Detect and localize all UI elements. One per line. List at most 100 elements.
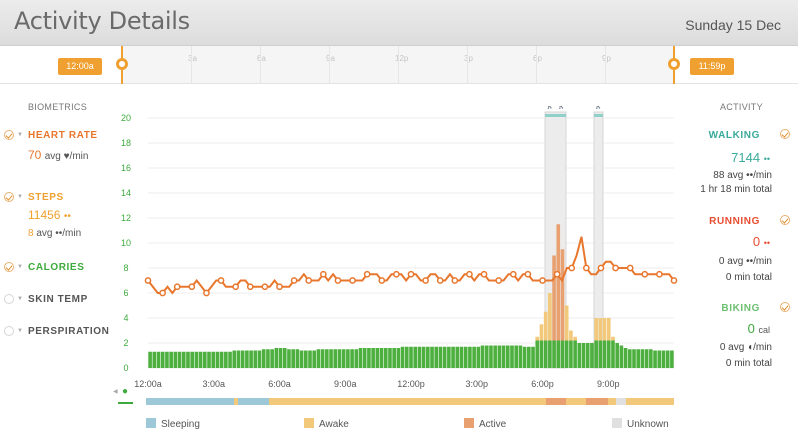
- perspiration-checkbox[interactable]: [4, 326, 14, 336]
- calorie-bar-active-portion: [564, 305, 569, 341]
- walking-avg: 88 avg ••/min: [713, 170, 772, 181]
- timeline-tick-label: 6a: [257, 54, 266, 63]
- calorie-bar: [245, 350, 249, 368]
- running-avg: 0 avg ••/min: [718, 256, 772, 267]
- calorie-bar: [438, 346, 443, 368]
- heart-rate-point: [582, 264, 590, 272]
- calorie-bar: [649, 349, 653, 368]
- start-handle[interactable]: [116, 58, 128, 70]
- x-tick-label: 3:00a: [202, 379, 225, 389]
- calorie-bar: [665, 350, 670, 368]
- calorie-bar: [337, 349, 342, 368]
- calorie-bar-active-portion: [548, 293, 552, 341]
- heart-rate-point: [436, 277, 444, 284]
- calorie-bar: [379, 348, 384, 368]
- calorie-bar: [320, 349, 325, 368]
- heart-rate-point: [553, 270, 561, 278]
- date-label: Sunday 15 Dec: [685, 17, 781, 33]
- calorie-bar: [299, 350, 304, 368]
- calorie-bar: [594, 340, 598, 368]
- calorie-bar: [169, 351, 173, 368]
- calorie-bar: [619, 345, 624, 368]
- calorie-bar: [417, 346, 422, 368]
- walking-period-marker: [545, 114, 566, 117]
- calorie-bar-active-portion: [556, 224, 561, 341]
- calorie-bar-active-portion: [552, 255, 556, 341]
- end-time-tag[interactable]: 11:59p: [690, 58, 734, 75]
- timeline-tick: [191, 46, 192, 84]
- heart-rate-point: [568, 264, 576, 272]
- steps-checkbox[interactable]: [4, 192, 14, 202]
- calorie-bar: [388, 348, 392, 368]
- biking-total: 0 min total: [725, 358, 772, 369]
- calorie-bar: [160, 351, 165, 368]
- calorie-bar: [362, 348, 367, 368]
- calorie-bar: [598, 340, 603, 368]
- running-label: RUNNING: [709, 216, 760, 227]
- running-steps: 0 ••: [752, 234, 770, 249]
- calorie-bar: [165, 351, 169, 368]
- heart-rate-point: [597, 264, 605, 272]
- calorie-bar: [367, 348, 371, 368]
- sleeping-segment: [238, 398, 271, 405]
- calorie-bar: [623, 348, 628, 368]
- calorie-bar: [653, 350, 657, 368]
- calorie-bar-active-portion: [598, 318, 603, 341]
- page-header: Activity Details Sunday 15 Dec: [0, 0, 798, 46]
- walking-checkbox[interactable]: [780, 129, 790, 139]
- calorie-bar: [375, 348, 380, 368]
- calorie-bar: [282, 348, 287, 368]
- calorie-bar: [455, 346, 460, 368]
- page-title: Activity Details: [14, 7, 190, 35]
- x-tick-label: 6:00a: [268, 379, 291, 389]
- timeline-strip[interactable]: 3a 6a 9a 12p 3p 6p 9p 12:00a 11:59p: [0, 46, 798, 84]
- calorie-bar-active-portion: [602, 318, 607, 341]
- activity-chart[interactable]: 02468101214161820🚶🚶🚶12:00a3:00a6:00a9:00…: [112, 106, 682, 406]
- sleep-state-band: [146, 398, 674, 405]
- calorie-bar: [484, 345, 489, 368]
- calorie-bar: [505, 345, 510, 368]
- heart-rate-point: [524, 270, 532, 278]
- y-tick-label: 16: [121, 163, 131, 173]
- walking-icon: 🚶: [593, 106, 604, 110]
- biking-checkbox[interactable]: [780, 302, 790, 312]
- calorie-bar: [186, 351, 190, 368]
- heart-rate-point: [349, 277, 356, 284]
- heart-rate-point: [612, 264, 619, 272]
- calorie-bar: [173, 351, 178, 368]
- calorie-bar: [472, 346, 476, 368]
- x-tick-label: 3:00p: [465, 379, 488, 389]
- calorie-bar: [543, 340, 548, 368]
- x-tick-label: 6:00p: [531, 379, 554, 389]
- start-time-tag[interactable]: 12:00a: [58, 58, 102, 75]
- calorie-bar: [426, 346, 430, 368]
- timeline-tick-label: 12p: [395, 54, 409, 63]
- running-checkbox[interactable]: [780, 215, 790, 225]
- legend-swatch: [612, 418, 622, 428]
- calorie-bar-active-portion: [560, 249, 565, 341]
- end-handle[interactable]: [668, 58, 680, 70]
- perspiration-label: PERSPIRATION: [28, 326, 110, 337]
- calorie-bar: [606, 340, 611, 368]
- calorie-bar: [581, 343, 586, 368]
- calorie-bar: [661, 350, 666, 368]
- calorie-bar: [329, 349, 333, 368]
- calorie-bar: [501, 345, 506, 368]
- calorie-bar: [371, 348, 375, 368]
- heart-rate-point: [305, 277, 313, 284]
- calorie-bar-active-portion: [606, 318, 611, 341]
- heart-rate-point: [173, 283, 181, 291]
- collapse-caret-icon[interactable]: ◀: [113, 389, 118, 395]
- calorie-bar: [207, 351, 211, 368]
- calorie-bar: [518, 345, 523, 368]
- calorie-bar: [287, 349, 291, 368]
- calorie-bar-active-portion: [535, 336, 540, 341]
- calorie-bar: [434, 346, 439, 368]
- sleeping-segment: [146, 398, 234, 405]
- skin-temp-checkbox[interactable]: [4, 294, 14, 304]
- heart-rate-checkbox[interactable]: [4, 130, 14, 140]
- calories-checkbox[interactable]: [4, 262, 14, 272]
- heart-rate-point: [466, 270, 473, 278]
- calorie-bar: [291, 349, 295, 368]
- timeline-tick: [398, 46, 399, 84]
